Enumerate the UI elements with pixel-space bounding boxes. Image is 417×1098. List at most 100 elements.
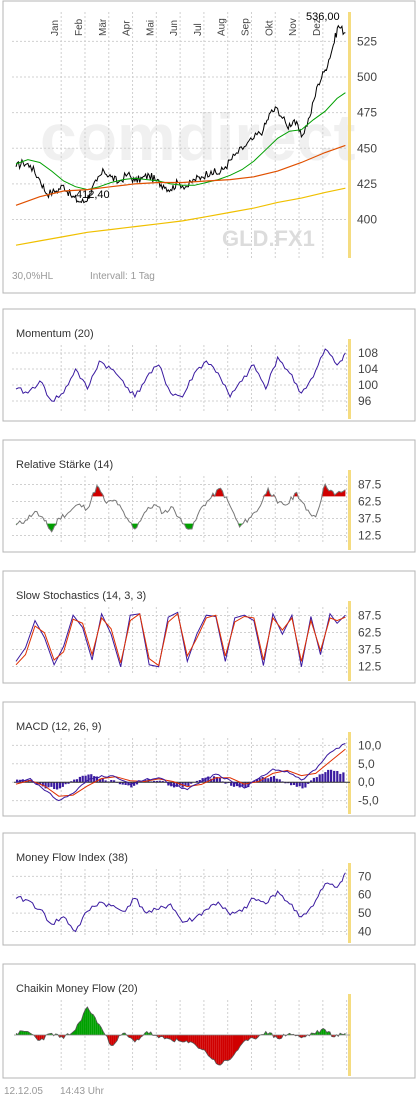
price-tick-label: 475: [357, 106, 377, 120]
macd-hist-bar: [212, 776, 216, 783]
footer-date: 12.12.05: [4, 1086, 43, 1097]
macd-hist-bar: [75, 779, 79, 783]
macd-hist-bar: [175, 782, 178, 787]
macd-hist-bar: [95, 776, 99, 783]
tick-label: 100: [358, 378, 378, 392]
macd-hist-bar: [70, 781, 73, 783]
macd-hist-bar: [135, 782, 139, 785]
macd-hist-bar: [324, 772, 327, 783]
tick-label: 62.5: [358, 495, 382, 509]
cmf-bar: [87, 1007, 90, 1035]
cmf-bar: [245, 1035, 248, 1041]
macd-hist-bar: [284, 782, 287, 784]
macd-hist-bar: [330, 769, 333, 783]
macd-hist-bar: [50, 782, 53, 787]
hl-label: 30,0%HL: [12, 271, 54, 282]
macd-hist-bar: [198, 780, 201, 783]
macd-hist-bar: [298, 782, 301, 787]
cmf-bar: [321, 1028, 324, 1035]
cmf-bar: [131, 1035, 133, 1040]
footer-time: 14:43 Uhr: [60, 1086, 105, 1097]
max-price-label: 536,00: [306, 11, 340, 23]
macd-hist-bar: [310, 780, 313, 783]
price-tick-label: 525: [357, 34, 377, 48]
tick-label: 96: [358, 394, 372, 408]
min-price-label: 412,40: [76, 189, 110, 201]
cmf-bar: [91, 1013, 94, 1035]
macd-hist-bar: [153, 780, 156, 783]
macd-hist-bar: [247, 782, 250, 788]
macd-hist-bar: [201, 778, 204, 783]
tick-label: 10,0: [358, 738, 382, 752]
cmf-bar: [136, 1035, 139, 1040]
price-lines: [15, 24, 346, 246]
macd-hist-bar: [244, 782, 247, 788]
cmf-bar: [301, 1035, 304, 1038]
macd-hist-bar: [278, 779, 281, 783]
series-indicator: [15, 872, 346, 933]
macd-hist-bar: [56, 782, 59, 790]
cmf-bar: [190, 1035, 193, 1043]
cmf-bar: [182, 1035, 185, 1042]
cmf-bar: [25, 1031, 28, 1035]
month-label: Feb: [74, 18, 85, 36]
oversold-fill: [16, 523, 244, 532]
series-sma-short: [15, 92, 346, 191]
cmf-bar: [277, 1035, 280, 1039]
macd-hist-bar: [38, 782, 41, 784]
cmf-bar: [73, 1029, 76, 1035]
macd-hist-bar: [101, 778, 104, 783]
macd-hist-bar: [53, 782, 56, 789]
tick-label: 62.5: [358, 626, 382, 640]
panel-title: Money Flow Index (38): [16, 852, 128, 864]
macd-hist-bar: [204, 777, 207, 783]
cmf-bar: [93, 1014, 96, 1035]
series-signal: [15, 612, 346, 667]
panel-title: MACD (12, 26, 9): [16, 721, 102, 733]
macd-hist-bar: [301, 782, 304, 789]
cmf-bar: [172, 1035, 175, 1042]
month-label: Mär: [98, 18, 109, 36]
month-label: Jan: [50, 20, 61, 36]
cmf-bar: [232, 1035, 234, 1058]
tick-label: 0,0: [358, 775, 375, 789]
tick-label: -5,0: [358, 794, 379, 808]
cmf-bar: [168, 1035, 171, 1040]
cmf-bar: [200, 1035, 203, 1050]
macd-hist-bar: [98, 778, 101, 783]
symbol-label: GLD.FX1: [222, 226, 315, 251]
macd-hist-bar: [158, 780, 161, 783]
series-indicator: [15, 348, 346, 402]
panel-title: Momentum (20): [16, 328, 94, 340]
series-sma-mid: [15, 144, 346, 206]
stochastics-panel: Slow Stochastics (14, 3, 3) 12.5 37.5 62.5 8…: [2, 570, 416, 684]
cmf-bar: [198, 1035, 201, 1049]
cmf-bar: [328, 1031, 330, 1035]
macd-hist-bar: [272, 776, 276, 783]
macd-hist-bar: [84, 775, 87, 783]
current-date-marker: [348, 339, 351, 419]
cmf-bar: [218, 1035, 221, 1066]
rsi-panel: Relative Stärke (14) 12.5 37.5 62.5 87.5: [2, 439, 416, 553]
macd-hist-bar: [104, 780, 107, 783]
cmf-bar: [85, 1007, 88, 1035]
month-label: Sep: [240, 18, 251, 36]
cmf-bar: [206, 1035, 209, 1056]
current-date-marker: [348, 470, 351, 550]
series-price: [15, 24, 346, 204]
macd-hist-bar: [87, 774, 90, 783]
cmf-bar: [178, 1035, 181, 1042]
current-date-marker: [348, 601, 351, 681]
cmf-panel: Chaikin Money Flow (20): [2, 963, 416, 1079]
cmf-bar: [180, 1035, 183, 1042]
tick-label: 12.5: [358, 529, 382, 543]
macd-hist-bar: [16, 779, 19, 783]
macd-hist-bar: [130, 782, 133, 788]
current-date-marker: [348, 12, 351, 258]
cmf-bar: [247, 1035, 250, 1041]
tick-label: 37.5: [358, 643, 382, 657]
macd-hist-bar: [241, 782, 244, 787]
price-panel: comdirect Jan Feb Mär Apr Mai Jun Jul Aug Sep Okt…: [2, 0, 416, 294]
macd-hist-bar: [318, 774, 321, 783]
